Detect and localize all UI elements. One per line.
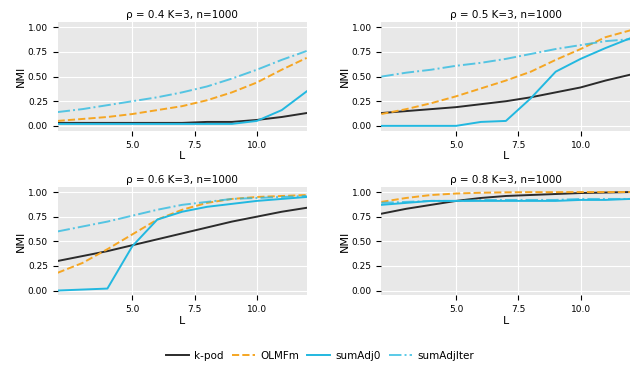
- Title: ρ = 0.8 K=3, n=1000: ρ = 0.8 K=3, n=1000: [450, 175, 562, 185]
- X-axis label: L: L: [503, 151, 509, 161]
- Y-axis label: NMI: NMI: [17, 231, 26, 252]
- Legend: k-pod, OLMFm, sumAdj0, sumAdjIter: k-pod, OLMFm, sumAdj0, sumAdjIter: [162, 347, 478, 365]
- X-axis label: L: L: [179, 151, 185, 161]
- Y-axis label: NMI: NMI: [340, 66, 350, 87]
- Y-axis label: NMI: NMI: [17, 66, 26, 87]
- X-axis label: L: L: [179, 316, 185, 326]
- Title: ρ = 0.5 K=3, n=1000: ρ = 0.5 K=3, n=1000: [450, 10, 562, 20]
- Title: ρ = 0.6 K=3, n=1000: ρ = 0.6 K=3, n=1000: [126, 175, 238, 185]
- Title: ρ = 0.4 K=3, n=1000: ρ = 0.4 K=3, n=1000: [126, 10, 238, 20]
- Y-axis label: NMI: NMI: [340, 231, 350, 252]
- X-axis label: L: L: [503, 316, 509, 326]
